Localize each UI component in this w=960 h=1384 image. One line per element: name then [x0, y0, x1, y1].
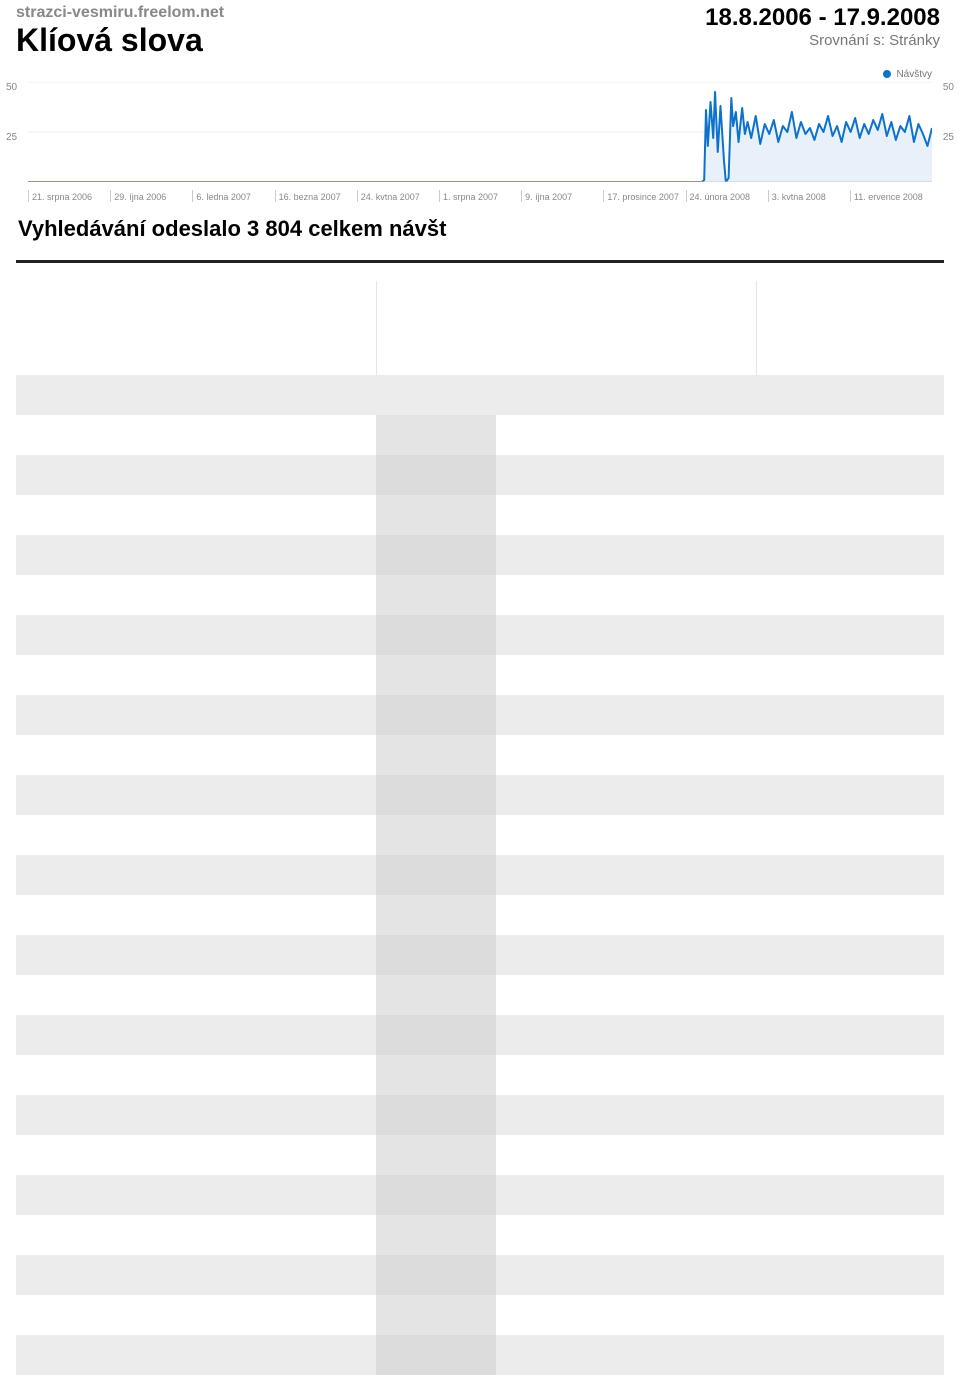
header-right: 18.8.2006 - 17.9.2008 Srovnání s: Stránk…: [705, 4, 940, 49]
legend-series-label: Návštvy: [896, 69, 932, 80]
x-axis-label: 21. srpna 2006: [28, 190, 110, 202]
table-row: [16, 1335, 944, 1375]
divider: [16, 260, 944, 263]
table-row: [16, 1295, 944, 1335]
y-axis-label: 25: [6, 132, 17, 143]
x-axis-label: 24. kvtna 2007: [357, 190, 439, 202]
x-axis-label: 9. íjna 2007: [521, 190, 603, 202]
table-header-spacer: [16, 281, 944, 375]
table-row: [16, 1215, 944, 1255]
table-row: [16, 535, 944, 575]
table-row: [16, 575, 944, 615]
x-axis-label: 16. bezna 2007: [275, 190, 357, 202]
keywords-table: [16, 281, 944, 1375]
report-header: strazci-vesmiru.freelom.net Klíová slova…: [0, 0, 960, 63]
x-axis: 21. srpna 200629. íjna 20066. ledna 2007…: [28, 190, 932, 202]
table-row: [16, 1135, 944, 1175]
x-axis-label: 6. ledna 2007: [192, 190, 274, 202]
table-row: [16, 455, 944, 495]
x-axis-label: 11. ervence 2008: [850, 190, 932, 202]
legend-dot-icon: [883, 70, 891, 78]
table-row: [16, 895, 944, 935]
x-axis-label: 3. kvtna 2008: [768, 190, 850, 202]
x-axis-label: 24. února 2008: [686, 190, 768, 202]
table-row: [16, 655, 944, 695]
table-row: [16, 695, 944, 735]
table-row: [16, 775, 944, 815]
visits-chart: 50 25 50 25 21. srpna 200629. íjna 20066…: [16, 82, 944, 202]
table-row: [16, 1095, 944, 1135]
table-row: [16, 1015, 944, 1055]
table-row: [16, 1055, 944, 1095]
table-row: [16, 615, 944, 655]
date-range: 18.8.2006 - 17.9.2008: [705, 4, 940, 32]
chart-legend: Návštvy: [0, 63, 960, 82]
table-row: [16, 975, 944, 1015]
table-row: [16, 1255, 944, 1295]
table-row: [16, 1175, 944, 1215]
x-axis-label: 17. prosince 2007: [603, 190, 685, 202]
page-title: Klíová slova: [16, 22, 224, 59]
summary-line: Vyhledávání odeslalo 3 804 celkem návšt: [0, 202, 960, 252]
comparison-label: Srovnání s: Stránky: [705, 32, 940, 49]
table-row: [16, 935, 944, 975]
table-row: [16, 735, 944, 775]
y-axis-label: 50: [943, 82, 954, 93]
table-row: [16, 415, 944, 455]
chart-canvas: [28, 82, 932, 182]
site-url: strazci-vesmiru.freelom.net: [16, 4, 224, 22]
x-axis-label: 29. íjna 2006: [110, 190, 192, 202]
table-row: [16, 815, 944, 855]
table-row: [16, 855, 944, 895]
y-axis-label: 50: [6, 82, 17, 93]
header-left: strazci-vesmiru.freelom.net Klíová slova: [16, 4, 224, 59]
y-axis-label: 25: [943, 132, 954, 143]
table-header-row: [16, 375, 944, 415]
table-row: [16, 495, 944, 535]
x-axis-label: 1. srpna 2007: [439, 190, 521, 202]
